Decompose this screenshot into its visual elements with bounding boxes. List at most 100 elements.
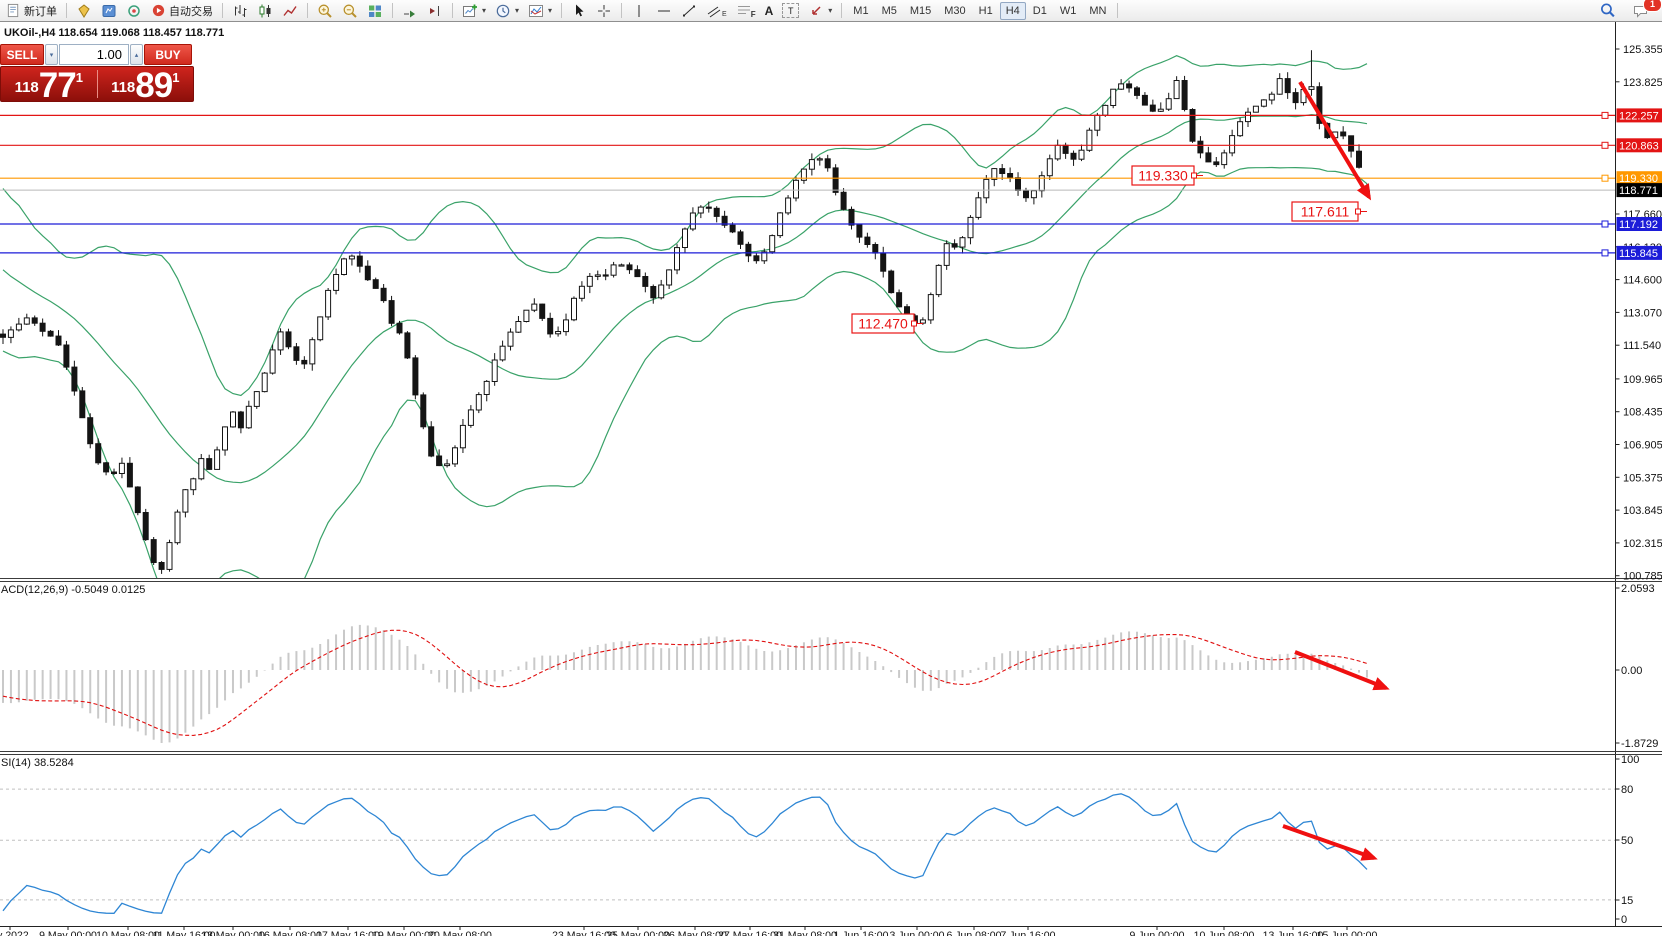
timeframe-m1-button[interactable]: M1 bbox=[847, 2, 874, 20]
chart-shift-button[interactable] bbox=[423, 1, 447, 21]
notification-badge[interactable]: 1 bbox=[1643, 0, 1662, 12]
spinner-down-icon: ▾ bbox=[49, 51, 54, 59]
trend-arrow[interactable] bbox=[1294, 650, 1390, 691]
fibonacci-letter: F bbox=[750, 10, 756, 19]
level-handle[interactable] bbox=[1601, 174, 1609, 182]
horizontal-line-button[interactable] bbox=[652, 1, 676, 21]
candle bbox=[325, 289, 332, 318]
candle bbox=[1292, 92, 1299, 104]
indicators-button[interactable]: ▾ bbox=[524, 1, 556, 21]
candle bbox=[341, 258, 347, 275]
volume-decrease-button[interactable]: ▾ bbox=[45, 44, 58, 65]
price-annotation[interactable]: 117.611 bbox=[1291, 201, 1367, 222]
timeframe-m30-button[interactable]: M30 bbox=[938, 2, 971, 20]
annotation-label: 112.470 bbox=[858, 316, 908, 332]
timeframe-h4-button[interactable]: H4 bbox=[999, 1, 1026, 20]
candle bbox=[206, 458, 213, 470]
candle bbox=[1023, 190, 1029, 199]
timeframe-h1-button[interactable]: H1 bbox=[973, 2, 999, 20]
bollinger-lower-band[interactable] bbox=[2, 166, 1368, 609]
navigator-button[interactable] bbox=[97, 1, 121, 21]
candle bbox=[372, 279, 379, 289]
tile-windows-button[interactable] bbox=[363, 1, 387, 21]
vertical-line-button[interactable] bbox=[627, 1, 651, 21]
bar-chart-button[interactable] bbox=[228, 1, 252, 21]
level-handle[interactable] bbox=[1601, 111, 1609, 119]
indicators-icon bbox=[528, 3, 544, 19]
candles-layer bbox=[0, 50, 1370, 574]
candle bbox=[896, 292, 903, 308]
buy-button[interactable]: BUY bbox=[144, 44, 192, 65]
arrows-button[interactable]: ▾ bbox=[804, 1, 836, 21]
candle bbox=[1221, 152, 1228, 166]
price-badge bbox=[1616, 138, 1662, 153]
trendline-button[interactable] bbox=[677, 1, 701, 21]
level-handle[interactable] bbox=[1601, 141, 1609, 149]
new-order-button[interactable]: 新订单 bbox=[2, 1, 61, 21]
new-chart-button[interactable]: ▾ bbox=[458, 1, 490, 21]
volume-increase-button[interactable]: ▴ bbox=[130, 44, 143, 65]
candle bbox=[459, 424, 466, 449]
zoom-in-button[interactable] bbox=[313, 1, 337, 21]
new-order-label: 新订单 bbox=[24, 5, 57, 18]
candle bbox=[87, 417, 94, 445]
dropdown-caret-icon: ▾ bbox=[548, 6, 553, 15]
time-axis-label: 3 Jun 00:00 bbox=[890, 930, 945, 936]
candlestick-chart-button[interactable] bbox=[253, 1, 277, 21]
candle bbox=[1213, 161, 1220, 166]
candle bbox=[452, 447, 458, 465]
volume-input[interactable] bbox=[59, 44, 129, 65]
signals-button[interactable] bbox=[122, 1, 146, 21]
sell-price-big-figure: 118 bbox=[14, 79, 39, 96]
price-annotation[interactable]: 112.470 bbox=[851, 313, 923, 334]
level-handle[interactable] bbox=[1601, 220, 1609, 228]
buy-price[interactable]: 118 89 1 bbox=[98, 67, 194, 103]
candle bbox=[634, 269, 641, 278]
time-axis-label: 1 Jun 16:00 bbox=[834, 930, 889, 936]
candle bbox=[840, 191, 847, 210]
level-handle[interactable] bbox=[1601, 249, 1609, 257]
auto-scroll-button[interactable] bbox=[398, 1, 422, 21]
sell-button[interactable]: SELL bbox=[0, 44, 44, 65]
candle bbox=[412, 357, 419, 396]
text-button[interactable]: A bbox=[761, 1, 778, 21]
candle bbox=[594, 274, 601, 277]
auto-trading-button[interactable]: 自动交易 bbox=[147, 1, 217, 21]
fibonacci-button[interactable]: F bbox=[732, 1, 760, 21]
candle bbox=[602, 274, 609, 277]
sell-price-point: 1 bbox=[75, 70, 83, 85]
market-watch-button[interactable] bbox=[72, 1, 96, 21]
time-axis-label: 27 May 16:00 bbox=[718, 930, 782, 936]
timeframe-w1-button[interactable]: W1 bbox=[1054, 2, 1083, 20]
bollinger-upper-band[interactable] bbox=[2, 55, 1368, 397]
sell-price[interactable]: 118 77 1 bbox=[1, 67, 97, 103]
channel-button[interactable]: E bbox=[702, 1, 731, 21]
crosshair-button[interactable] bbox=[592, 1, 616, 21]
candle bbox=[563, 319, 569, 333]
candle bbox=[348, 255, 355, 260]
candle bbox=[880, 252, 887, 272]
zoom-out-button[interactable] bbox=[338, 1, 362, 21]
line-chart-button[interactable] bbox=[278, 1, 302, 21]
trend-arrow[interactable] bbox=[1282, 824, 1378, 861]
price-annotation[interactable]: 119.330 bbox=[1131, 165, 1203, 186]
search-button[interactable] bbox=[1595, 1, 1620, 21]
timeframe-m15-button[interactable]: M15 bbox=[904, 2, 937, 20]
candle bbox=[1173, 80, 1180, 100]
timeframe-m5-button[interactable]: M5 bbox=[876, 2, 903, 20]
price-badge-label: 117.192 bbox=[1619, 219, 1658, 231]
candle bbox=[1340, 131, 1347, 137]
buy-price-point: 1 bbox=[172, 70, 180, 85]
cursor-button[interactable] bbox=[567, 1, 591, 21]
candle bbox=[1030, 190, 1037, 199]
time-axis-label: 31 May 08:00 bbox=[773, 930, 837, 936]
toolbar-separator bbox=[1117, 3, 1119, 18]
timeframe-d1-button[interactable]: D1 bbox=[1027, 2, 1053, 20]
periods-button[interactable]: ▾ bbox=[491, 1, 523, 21]
candle bbox=[689, 212, 696, 230]
candle bbox=[991, 168, 998, 180]
trend-arrow[interactable] bbox=[1298, 80, 1372, 201]
label-button[interactable]: T bbox=[778, 1, 803, 21]
timeframe-mn-button[interactable]: MN bbox=[1083, 2, 1112, 20]
